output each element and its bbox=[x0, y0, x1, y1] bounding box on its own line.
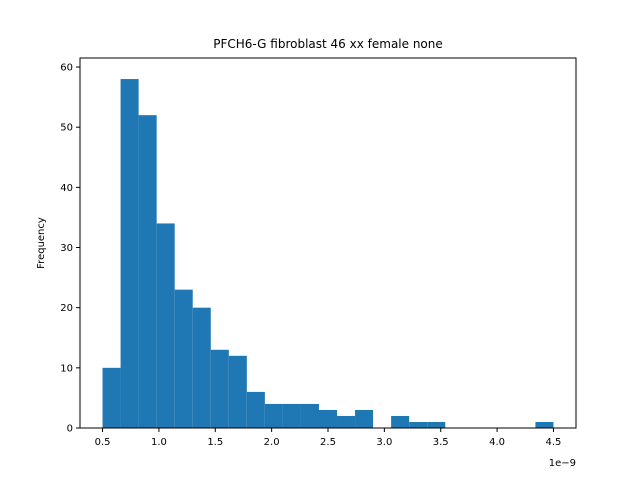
histogram-bar bbox=[246, 391, 265, 428]
histogram-bar bbox=[228, 355, 247, 428]
histogram-bar bbox=[427, 421, 446, 428]
chart-title: PFCH6-G fibroblast 46 xx female none bbox=[213, 37, 443, 51]
x-tick-label: 2.5 bbox=[320, 437, 336, 448]
y-tick-label: 40 bbox=[60, 183, 73, 194]
histogram-bar bbox=[174, 289, 193, 428]
histogram-bar bbox=[192, 307, 211, 428]
x-tick-label: 3.0 bbox=[376, 437, 392, 448]
y-tick-label: 50 bbox=[60, 123, 73, 134]
y-tick-label: 30 bbox=[60, 243, 73, 254]
histogram-bar bbox=[210, 349, 229, 428]
x-tick-label: 0.5 bbox=[95, 437, 111, 448]
x-axis-offset-label: 1e−9 bbox=[549, 458, 576, 469]
histogram-bar bbox=[355, 409, 374, 428]
histogram-bar bbox=[535, 421, 554, 428]
histogram-bar bbox=[138, 115, 157, 428]
y-axis-label: Frequency bbox=[36, 217, 47, 269]
histogram-bar bbox=[337, 415, 356, 428]
x-tick-label: 4.5 bbox=[546, 437, 562, 448]
x-tick-label: 4.0 bbox=[489, 437, 505, 448]
histogram-bar bbox=[156, 223, 175, 428]
x-tick-label: 1.0 bbox=[151, 437, 167, 448]
histogram-bar bbox=[102, 367, 121, 428]
x-tick-label: 1.5 bbox=[207, 437, 223, 448]
y-tick-label: 60 bbox=[60, 63, 73, 74]
histogram-bar bbox=[409, 421, 428, 428]
histogram-bar bbox=[264, 403, 283, 428]
x-tick-label: 3.5 bbox=[433, 437, 449, 448]
histogram-bar bbox=[282, 403, 301, 428]
x-tick-label: 2.0 bbox=[264, 437, 280, 448]
bars-group bbox=[102, 79, 554, 428]
histogram-bar bbox=[391, 415, 410, 428]
histogram-bar bbox=[318, 409, 338, 428]
y-tick-label: 0 bbox=[67, 424, 73, 435]
histogram-bar bbox=[120, 79, 139, 428]
y-tick-label: 10 bbox=[60, 363, 73, 374]
y-tick-label: 20 bbox=[60, 303, 73, 314]
x-axis-ticks: 0.5 1.0 1.5 2.0 2.5 3.0 3.5 4.0 4.5 bbox=[95, 428, 562, 448]
plot-frame bbox=[79, 57, 577, 429]
y-axis-ticks: 0 10 20 30 40 50 60 bbox=[60, 63, 80, 435]
histogram-bar bbox=[300, 403, 319, 428]
